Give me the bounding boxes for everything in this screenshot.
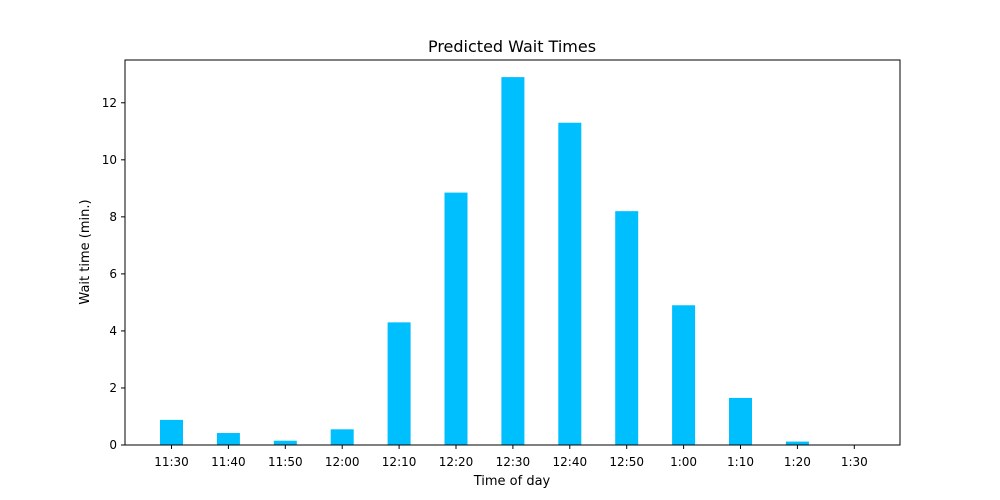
bar-1200 <box>330 429 354 445</box>
bar-1150 <box>273 440 297 445</box>
bars-group <box>160 77 809 446</box>
bar-1210 <box>387 322 411 445</box>
x-tick-label: 1:20 <box>784 455 811 469</box>
y-tick-label: 12 <box>102 96 117 110</box>
x-tick-label: 12:00 <box>325 455 360 469</box>
x-axis-ticks: 11:30 11:40 11:50 12:00 12:10 12:20 12:30 12:40… <box>154 445 868 469</box>
x-tick-label: 12:10 <box>382 455 417 469</box>
bar-110 <box>729 397 752 445</box>
y-tick-label: 0 <box>109 438 117 452</box>
x-tick-label: 11:50 <box>268 455 303 469</box>
x-tick-label: 12:30 <box>496 455 531 469</box>
x-tick-label: 11:40 <box>211 455 246 469</box>
x-tick-label: 11:30 <box>154 455 189 469</box>
y-tick-label: 8 <box>109 210 117 224</box>
y-tick-label: 6 <box>109 267 117 281</box>
bar-1130 <box>160 419 183 445</box>
x-tick-label: 1:30 <box>841 455 868 469</box>
bar-1240 <box>558 122 582 446</box>
bar-1220 <box>444 192 468 445</box>
y-tick-label: 10 <box>102 153 117 167</box>
bar-1230 <box>501 77 525 446</box>
bar-120 <box>785 441 809 445</box>
x-tick-label: 1:00 <box>670 455 697 469</box>
x-tick-label: 12:50 <box>609 455 644 469</box>
y-axis-label: Wait time (min.) <box>78 199 93 304</box>
bar-1140 <box>216 433 240 445</box>
x-tick-label: 12:40 <box>553 455 588 469</box>
y-axis-ticks: 0 2 4 6 8 10 12 <box>102 96 125 452</box>
x-tick-label: 1:10 <box>727 455 754 469</box>
y-tick-label: 4 <box>109 324 117 338</box>
chart-title: Predicted Wait Times <box>428 37 596 56</box>
y-tick-label: 2 <box>109 381 117 395</box>
bar-1250 <box>615 211 639 445</box>
x-tick-label: 12:20 <box>439 455 474 469</box>
bar-100 <box>672 305 696 445</box>
x-axis-label: Time of day <box>473 474 551 489</box>
